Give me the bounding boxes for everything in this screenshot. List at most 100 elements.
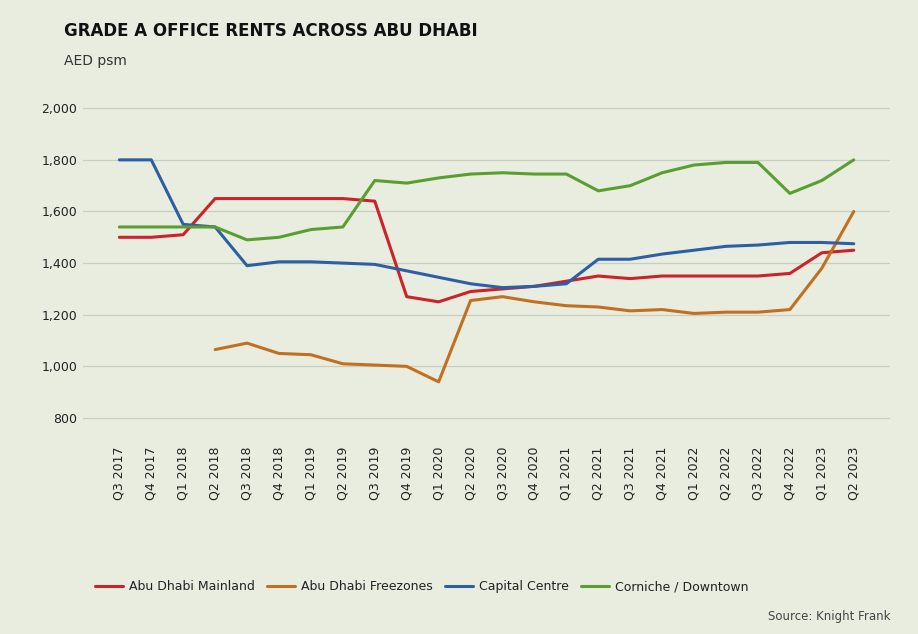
Corniche / Downtown bbox=[401, 179, 412, 187]
Corniche / Downtown bbox=[561, 171, 572, 178]
Capital Centre bbox=[114, 156, 125, 164]
Capital Centre bbox=[529, 283, 540, 290]
Corniche / Downtown bbox=[114, 223, 125, 231]
Abu Dhabi Freezones bbox=[721, 308, 732, 316]
Capital Centre bbox=[178, 221, 189, 228]
Capital Centre bbox=[784, 238, 795, 246]
Abu Dhabi Mainland bbox=[146, 233, 157, 241]
Capital Centre bbox=[848, 240, 859, 247]
Line: Abu Dhabi Mainland: Abu Dhabi Mainland bbox=[119, 198, 854, 302]
Capital Centre bbox=[625, 256, 636, 263]
Abu Dhabi Freezones bbox=[306, 351, 317, 359]
Abu Dhabi Freezones bbox=[209, 346, 220, 353]
Abu Dhabi Mainland bbox=[625, 275, 636, 282]
Abu Dhabi Mainland bbox=[401, 293, 412, 301]
Abu Dhabi Mainland bbox=[784, 269, 795, 277]
Abu Dhabi Mainland bbox=[497, 285, 508, 293]
Abu Dhabi Freezones bbox=[401, 363, 412, 370]
Abu Dhabi Freezones bbox=[753, 308, 764, 316]
Abu Dhabi Mainland bbox=[593, 272, 604, 280]
Abu Dhabi Freezones bbox=[848, 208, 859, 216]
Abu Dhabi Mainland bbox=[114, 233, 125, 241]
Capital Centre bbox=[816, 238, 827, 246]
Corniche / Downtown bbox=[848, 156, 859, 164]
Abu Dhabi Mainland bbox=[688, 272, 700, 280]
Abu Dhabi Mainland bbox=[178, 231, 189, 238]
Abu Dhabi Mainland bbox=[209, 195, 220, 202]
Abu Dhabi Freezones bbox=[625, 307, 636, 314]
Abu Dhabi Freezones bbox=[433, 378, 444, 385]
Abu Dhabi Freezones bbox=[561, 302, 572, 309]
Abu Dhabi Mainland bbox=[306, 195, 317, 202]
Corniche / Downtown bbox=[688, 161, 700, 169]
Abu Dhabi Mainland bbox=[337, 195, 348, 202]
Capital Centre bbox=[721, 243, 732, 250]
Capital Centre bbox=[753, 242, 764, 249]
Corniche / Downtown bbox=[497, 169, 508, 176]
Abu Dhabi Freezones bbox=[688, 309, 700, 317]
Corniche / Downtown bbox=[306, 226, 317, 233]
Capital Centre bbox=[497, 284, 508, 292]
Line: Capital Centre: Capital Centre bbox=[119, 160, 854, 288]
Abu Dhabi Freezones bbox=[497, 293, 508, 301]
Capital Centre bbox=[337, 259, 348, 267]
Abu Dhabi Freezones bbox=[593, 303, 604, 311]
Corniche / Downtown bbox=[274, 233, 285, 241]
Capital Centre bbox=[209, 223, 220, 231]
Capital Centre bbox=[561, 280, 572, 288]
Abu Dhabi Mainland bbox=[369, 197, 380, 205]
Abu Dhabi Mainland bbox=[721, 272, 732, 280]
Text: Source: Knight Frank: Source: Knight Frank bbox=[768, 609, 890, 623]
Corniche / Downtown bbox=[178, 223, 189, 231]
Capital Centre bbox=[369, 261, 380, 268]
Abu Dhabi Mainland bbox=[465, 288, 476, 295]
Abu Dhabi Mainland bbox=[656, 272, 667, 280]
Corniche / Downtown bbox=[209, 223, 220, 231]
Capital Centre bbox=[306, 258, 317, 266]
Corniche / Downtown bbox=[656, 169, 667, 176]
Abu Dhabi Freezones bbox=[816, 264, 827, 272]
Capital Centre bbox=[465, 280, 476, 288]
Abu Dhabi Mainland bbox=[753, 272, 764, 280]
Capital Centre bbox=[433, 273, 444, 281]
Abu Dhabi Freezones bbox=[337, 360, 348, 368]
Abu Dhabi Mainland bbox=[816, 249, 827, 257]
Abu Dhabi Freezones bbox=[656, 306, 667, 313]
Abu Dhabi Mainland bbox=[529, 283, 540, 290]
Abu Dhabi Mainland bbox=[433, 298, 444, 306]
Line: Corniche / Downtown: Corniche / Downtown bbox=[119, 160, 854, 240]
Line: Abu Dhabi Freezones: Abu Dhabi Freezones bbox=[215, 212, 854, 382]
Capital Centre bbox=[146, 156, 157, 164]
Corniche / Downtown bbox=[625, 182, 636, 190]
Corniche / Downtown bbox=[816, 177, 827, 184]
Abu Dhabi Mainland bbox=[848, 247, 859, 254]
Capital Centre bbox=[274, 258, 285, 266]
Corniche / Downtown bbox=[369, 177, 380, 184]
Capital Centre bbox=[688, 247, 700, 254]
Capital Centre bbox=[401, 267, 412, 275]
Abu Dhabi Freezones bbox=[784, 306, 795, 313]
Corniche / Downtown bbox=[529, 171, 540, 178]
Abu Dhabi Freezones bbox=[465, 297, 476, 304]
Corniche / Downtown bbox=[433, 174, 444, 182]
Abu Dhabi Freezones bbox=[529, 298, 540, 306]
Capital Centre bbox=[656, 250, 667, 258]
Corniche / Downtown bbox=[753, 158, 764, 166]
Abu Dhabi Freezones bbox=[241, 339, 252, 347]
Legend: Abu Dhabi Mainland, Abu Dhabi Freezones, Capital Centre, Corniche / Downtown: Abu Dhabi Mainland, Abu Dhabi Freezones,… bbox=[95, 580, 749, 593]
Corniche / Downtown bbox=[593, 187, 604, 195]
Text: GRADE A OFFICE RENTS ACROSS ABU DHABI: GRADE A OFFICE RENTS ACROSS ABU DHABI bbox=[64, 22, 478, 40]
Corniche / Downtown bbox=[241, 236, 252, 243]
Corniche / Downtown bbox=[465, 171, 476, 178]
Corniche / Downtown bbox=[146, 223, 157, 231]
Corniche / Downtown bbox=[721, 158, 732, 166]
Abu Dhabi Mainland bbox=[274, 195, 285, 202]
Abu Dhabi Freezones bbox=[369, 361, 380, 369]
Corniche / Downtown bbox=[784, 190, 795, 197]
Capital Centre bbox=[241, 262, 252, 269]
Text: AED psm: AED psm bbox=[64, 54, 127, 68]
Abu Dhabi Mainland bbox=[241, 195, 252, 202]
Capital Centre bbox=[593, 256, 604, 263]
Abu Dhabi Freezones bbox=[274, 350, 285, 358]
Abu Dhabi Mainland bbox=[561, 278, 572, 285]
